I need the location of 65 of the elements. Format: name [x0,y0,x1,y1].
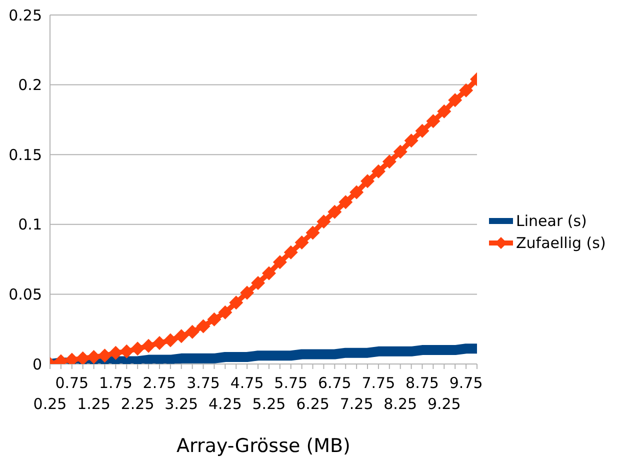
y-tick-label: 0.15 [8,146,42,164]
x-tick-label: 8.75 [406,374,439,392]
point [393,144,408,159]
point [130,342,145,356]
x-tick-label: 1.25 [77,395,110,413]
point [251,276,266,290]
point [437,104,452,118]
point [272,255,287,270]
y-tick-label: 0 [32,355,42,374]
point [459,83,474,98]
x-tick-label: 9.25 [427,395,461,413]
point [163,333,178,348]
point [262,266,276,280]
point [207,312,222,326]
point [338,195,353,210]
point [360,174,375,188]
point [415,124,430,138]
point [328,204,342,219]
point [448,93,462,108]
x-tick-label: 9.75 [449,374,483,392]
point [86,350,101,364]
point [229,296,244,310]
point [196,319,210,334]
x-tick-label: 8.25 [384,395,418,413]
point [108,346,123,360]
x-tick-label: 0.25 [33,395,67,413]
point [371,164,386,178]
point [120,344,134,358]
x-tick-label: 5.75 [274,374,308,392]
x-tick-label: 0.75 [55,374,89,392]
x-tick-label: 1.75 [98,374,132,392]
y-tick-label: 0.2 [18,76,42,94]
point [382,154,396,169]
point [142,338,156,353]
legend-label: Zufaellig (s) [516,234,606,252]
point [404,134,418,148]
point [350,185,364,200]
point [294,236,309,250]
x-axis-title: Array-Grösse (MB) [176,435,350,457]
x-tick-label: 6.25 [296,395,330,413]
y-tick-label: 0.05 [8,286,42,304]
x-tick-label: 4.25 [208,395,242,413]
x-tick-label: 2.75 [142,374,176,392]
point [185,324,200,339]
legend-label: Linear (s) [516,212,587,230]
y-tick-label: 0.25 [8,6,42,24]
point [174,329,188,344]
x-tick-label: 6.75 [318,374,352,392]
x-tick-label: 2.25 [120,395,154,413]
x-tick-label: 7.25 [340,395,374,413]
x-tick-label: 7.75 [362,374,396,392]
point [76,351,90,364]
point [98,348,112,363]
point [316,214,331,229]
x-tick-label: 3.25 [164,395,198,413]
point [218,305,232,320]
point [152,336,166,350]
y-tick-label: 0.1 [18,216,42,234]
x-tick-label: 4.75 [230,374,264,392]
point [284,245,298,260]
x-tick-label: 5.25 [252,395,286,413]
point [306,226,320,240]
x-tick-label: 3.75 [186,374,220,392]
point [426,114,440,128]
point [240,286,254,300]
